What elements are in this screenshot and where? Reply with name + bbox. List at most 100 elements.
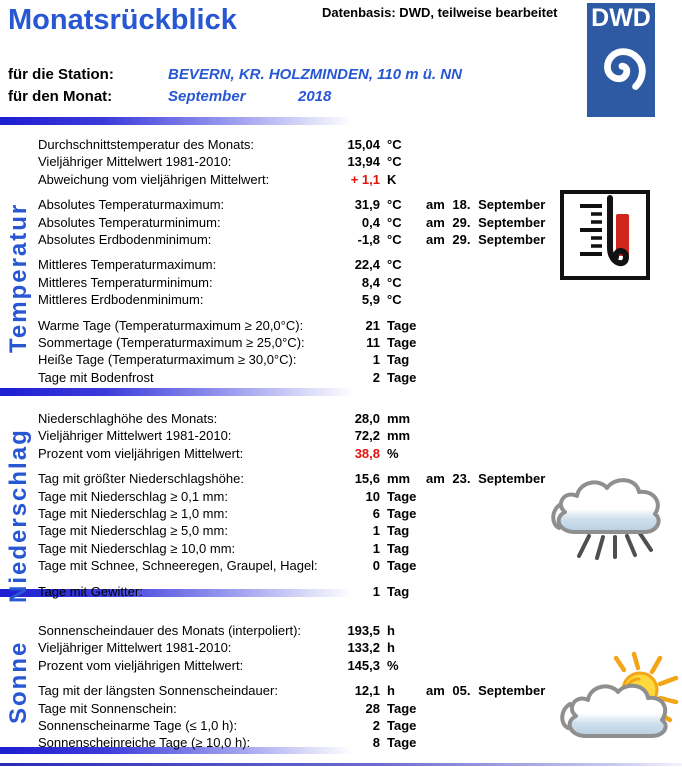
- row-group: Tage mit Gewitter: 1 Tag: [38, 583, 644, 600]
- row-value: + 1,1: [350, 171, 380, 187]
- row-label: Tag mit der längsten Sonnenscheindauer:: [38, 683, 278, 699]
- data-row: Tag mit der längsten Sonnenscheindauer: 1…: [38, 682, 644, 699]
- row-value: 1: [372, 583, 380, 599]
- row-label: Abweichung vom vieljährigen Mittelwert:: [38, 171, 270, 187]
- data-row: Tage mit Bodenfrost 2 Tage: [38, 369, 644, 386]
- row-unit: Tag: [387, 583, 410, 599]
- row-value: 8: [372, 735, 380, 751]
- row-value: 15,6: [354, 471, 380, 487]
- row-value: 38,8: [354, 445, 380, 461]
- row-group: Warme Tage (Temperaturmaximum ≥ 20,0°C):…: [38, 317, 644, 387]
- row-group: Durchschnittstemperatur des Monats: 15,04…: [38, 136, 644, 188]
- row-unit: Tage: [387, 317, 417, 333]
- row-label: Tage mit Gewitter:: [38, 583, 143, 599]
- row-label: Durchschnittstemperatur des Monats:: [38, 137, 255, 152]
- row-label: Sonnenscheinarme Tage (≤ 1,0 h):: [38, 718, 238, 734]
- row-value: 0: [372, 558, 380, 574]
- data-row: Vieljähriger Mittelwert 1981-2010: 13,94 °…: [38, 153, 644, 170]
- data-row: Prozent vom vieljährigen Mittelwert: 145,…: [38, 657, 644, 674]
- sun-cloud-icon: [556, 648, 682, 753]
- row-label: Vieljähriger Mittelwert 1981-2010:: [38, 428, 232, 444]
- page-title: Monatsrückblick: [8, 4, 237, 36]
- row-label: Tage mit Bodenfrost: [38, 369, 154, 385]
- row-value: 31,9: [354, 197, 380, 213]
- row-label: Tage mit Schnee, Schneeregen, Graupel, H…: [38, 558, 318, 574]
- station-value: BEVERN, KR. HOLZMINDEN, 110 m ü. NN: [168, 66, 462, 83]
- row-date: am 18. September: [426, 197, 546, 213]
- row-value: 2: [372, 718, 380, 734]
- data-row: Sommertage (Temperaturmaximum ≥ 25,0°C):…: [38, 334, 644, 351]
- data-row: Warme Tage (Temperaturmaximum ≥ 20,0°C):…: [38, 317, 644, 334]
- row-unit: %: [387, 445, 399, 461]
- row-label: Tage mit Niederschlag ≥ 0,1 mm:: [38, 488, 228, 504]
- data-row: Durchschnittstemperatur des Monats: 15,04…: [38, 136, 644, 153]
- row-unit: Tag: [387, 540, 410, 556]
- data-row: Tage mit Niederschlag ≥ 10,0 mm: 1 Tag: [38, 540, 644, 557]
- data-row: Niederschlaghöhe des Monats: 28,0 mm: [38, 410, 644, 427]
- dwd-logo-text: DWD: [591, 4, 651, 32]
- row-label: Prozent vom vieljährigen Mittelwert:: [38, 657, 244, 673]
- row-group: Niederschlaghöhe des Monats: 28,0 mm Vieljä…: [38, 410, 644, 462]
- section-separator: [0, 589, 353, 597]
- row-unit: °C: [387, 137, 402, 152]
- section-title-sonne: Sonne: [5, 640, 32, 724]
- month-value: September: [168, 88, 246, 105]
- data-row: Tage mit Niederschlag ≥ 0,1 mm: 10 Tage: [38, 488, 644, 505]
- row-unit: Tage: [387, 335, 417, 351]
- row-label: Tag mit größter Niederschlagshöhe:: [38, 471, 244, 487]
- row-value: 8,4: [361, 274, 380, 290]
- row-label: Niederschlaghöhe des Monats:: [38, 411, 218, 426]
- row-value: 193,5: [347, 623, 380, 638]
- row-unit: h: [387, 640, 395, 656]
- row-value: 1: [372, 523, 380, 539]
- row-date: [418, 583, 644, 600]
- data-row: Sonnenscheinreiche Tage (≥ 10,0 h): 8 Tage: [38, 734, 644, 751]
- row-value: 1: [372, 540, 380, 556]
- row-value: 15,04: [347, 137, 380, 152]
- row-value: 13,94: [347, 154, 380, 170]
- row-date: [418, 369, 644, 386]
- row-label: Mittleres Temperaturmaximum:: [38, 257, 217, 273]
- row-date: [418, 291, 644, 308]
- row-date: am 29. September: [426, 214, 546, 230]
- niederschlag-rows: Niederschlaghöhe des Monats: 28,0 mm Vieljä…: [38, 410, 644, 600]
- row-unit: Tage: [387, 700, 417, 716]
- row-unit: Tage: [387, 506, 417, 522]
- row-value: 133,2: [347, 640, 380, 656]
- row-label: Tage mit Sonnenschein:: [38, 700, 177, 716]
- data-source-note: Datenbasis: DWD, teilweise bearbeitet: [322, 5, 558, 20]
- temperatur-rows: Durchschnittstemperatur des Monats: 15,04…: [38, 136, 644, 386]
- footer-line: [0, 763, 682, 766]
- row-date: am 29. September: [426, 232, 546, 248]
- row-value: 28: [365, 700, 380, 716]
- data-row: Tage mit Niederschlag ≥ 1,0 mm: 6 Tage: [38, 505, 644, 522]
- section-separator: [0, 388, 353, 396]
- row-unit: mm: [387, 428, 411, 444]
- data-row: Heiße Tage (Temperaturmaximum ≥ 30,0°C):…: [38, 351, 644, 368]
- row-value: 12,1: [354, 683, 380, 699]
- row-group: Tag mit größter Niederschlagshöhe: 15,6 mm…: [38, 470, 644, 574]
- data-row: Tage mit Niederschlag ≥ 5,0 mm: 1 Tag: [38, 522, 644, 539]
- row-date: [418, 351, 644, 368]
- row-date: am 23. September: [426, 471, 546, 487]
- data-row: Absolutes Temperaturmaximum: 31,9 °C am 18.…: [38, 196, 644, 213]
- row-unit: °C: [387, 214, 402, 230]
- row-date: [418, 427, 644, 444]
- row-label: Heiße Tage (Temperaturmaximum ≥ 30,0°C):: [38, 352, 297, 368]
- row-value: 22,4: [354, 257, 380, 273]
- row-unit: °C: [387, 154, 402, 170]
- row-value: 145,3: [347, 657, 380, 673]
- row-unit: °C: [387, 257, 402, 273]
- row-label: Absolutes Temperaturmaximum:: [38, 197, 225, 213]
- dwd-logo: DWD: [587, 3, 655, 117]
- row-unit: Tage: [387, 369, 417, 385]
- data-row: Prozent vom vieljährigen Mittelwert: 38,8…: [38, 445, 644, 462]
- row-label: Prozent vom vieljährigen Mittelwert:: [38, 445, 244, 461]
- year-value: 2018: [298, 88, 332, 105]
- data-row: Absolutes Temperaturminimum: 0,4 °C am 29. …: [38, 214, 644, 231]
- row-unit: °C: [387, 197, 402, 213]
- row-date: [418, 410, 644, 427]
- data-row: Sonnenscheindauer des Monats (interpolie…: [38, 622, 644, 639]
- row-label: Warme Tage (Temperaturmaximum ≥ 20,0°C):: [38, 317, 304, 333]
- row-value: 28,0: [354, 411, 380, 426]
